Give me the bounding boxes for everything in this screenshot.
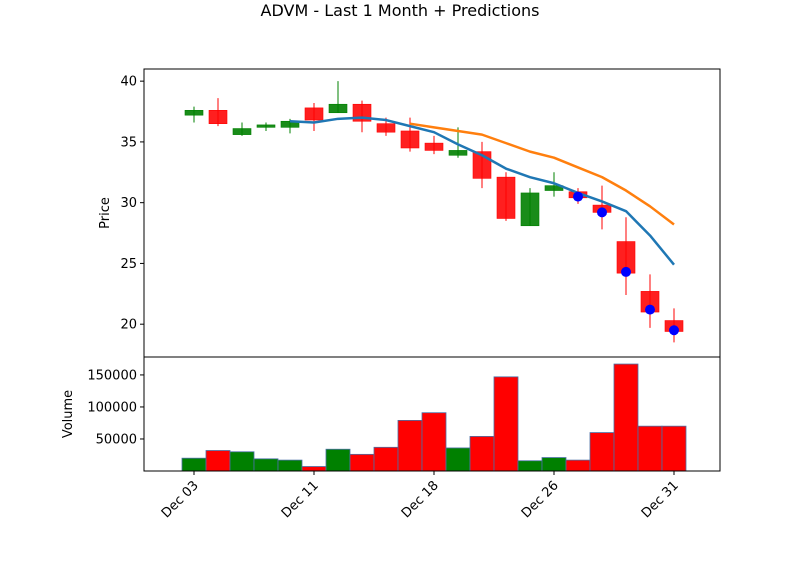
candle-body (376, 123, 396, 133)
volume-bar (325, 448, 351, 472)
candle-body (232, 128, 252, 135)
x-tick-label: Dec 26 (519, 478, 562, 521)
volume-bar (229, 451, 255, 472)
prediction-line (409, 122, 675, 226)
candle-body (400, 130, 420, 149)
volume-bar (421, 412, 447, 472)
price-y-label: Price (98, 197, 113, 229)
candle-body (184, 110, 204, 116)
candle-body (424, 142, 444, 151)
volume-bar (373, 446, 399, 472)
volume-bar (517, 460, 543, 472)
volume-plot-border (143, 356, 721, 472)
volume-bar (661, 425, 687, 472)
markers (573, 191, 679, 336)
x-axis: Dec 03 Dec 11 Dec 18 Dec 26 Dec 31 (159, 471, 682, 521)
volume-bar (301, 466, 327, 472)
volume-y-ticks: 50000 100000 150000 (87, 368, 144, 447)
volume-bar (181, 457, 207, 472)
prediction-line (289, 116, 675, 266)
prediction-marker (621, 266, 631, 277)
volume-panel: 50000 100000 150000 Volume (61, 356, 721, 472)
candle-body (520, 192, 540, 227)
candle-body (448, 150, 468, 156)
prediction-marker (669, 325, 679, 336)
volume-y-tick-label: 100000 (87, 400, 137, 415)
candle-body (304, 107, 324, 121)
x-tick-label: Dec 31 (639, 478, 682, 521)
candle-body (496, 176, 516, 219)
x-tick-label: Dec 11 (279, 478, 322, 521)
price-y-tick-label: 25 (120, 257, 137, 272)
prediction-marker (597, 207, 607, 218)
volume-bar (565, 459, 591, 472)
volume-bar (469, 436, 495, 472)
volume-y-tick-label: 50000 (96, 432, 137, 447)
price-panel: 20 25 30 35 40 Price (98, 68, 721, 358)
candle-body (328, 103, 348, 114)
volume-bar (493, 376, 519, 472)
volume-bar (253, 458, 279, 472)
x-tick-label: Dec 18 (399, 478, 442, 521)
volume-bar (541, 457, 567, 472)
volume-bar (589, 432, 615, 472)
candle-body (208, 110, 228, 124)
volume-bars (181, 363, 687, 472)
prediction-lines (289, 116, 675, 266)
volume-bar (397, 420, 423, 472)
price-y-tick-label: 40 (120, 75, 137, 90)
price-y-tick-label: 35 (120, 135, 137, 150)
price-y-tick-label: 20 (120, 318, 137, 333)
volume-bar (277, 459, 303, 472)
volume-bar (349, 453, 375, 472)
candle-body (256, 124, 276, 128)
price-y-ticks: 20 25 30 35 40 (120, 75, 144, 333)
x-tick-label: Dec 03 (159, 478, 202, 521)
volume-y-tick-label: 150000 (87, 368, 137, 383)
volume-bar (637, 425, 663, 472)
volume-bar (205, 450, 231, 472)
volume-y-label: Volume (61, 390, 76, 438)
prediction-marker (573, 191, 583, 202)
price-plot-frame (144, 69, 720, 357)
volume-bar (613, 363, 639, 472)
volume-bar (445, 447, 471, 472)
prediction-marker (645, 304, 655, 315)
price-y-tick-label: 30 (120, 196, 137, 211)
chart-title: ADVM - Last 1 Month + Predictions (261, 1, 540, 20)
